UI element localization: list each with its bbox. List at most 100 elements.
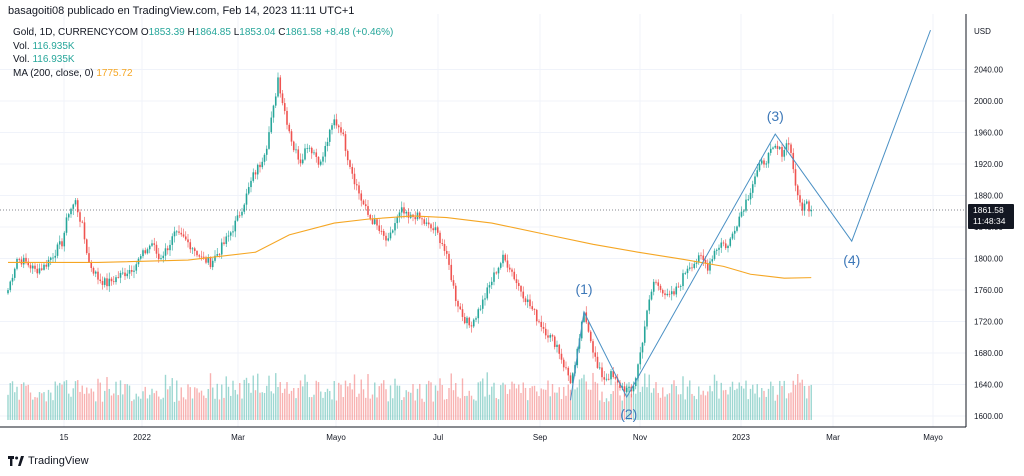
volume-bar	[781, 386, 783, 420]
candle-body	[526, 299, 529, 303]
volume-bar	[565, 395, 567, 420]
candle-body	[94, 271, 97, 274]
volume-bar	[448, 388, 450, 420]
volume-bar	[369, 398, 371, 420]
candle-body	[691, 267, 693, 269]
candle-body	[592, 341, 594, 353]
volume-bar	[11, 381, 14, 420]
candle-body	[481, 299, 484, 309]
candle-body	[268, 132, 270, 149]
candle-body	[11, 277, 14, 282]
candle-body	[299, 159, 302, 164]
candle-body	[765, 163, 768, 165]
volume-bar	[272, 393, 275, 420]
candle-body	[425, 222, 428, 224]
volume-bar	[360, 379, 362, 420]
candle-body	[108, 278, 111, 287]
volume-bar	[443, 399, 446, 420]
candle-body	[475, 318, 477, 320]
candle-body	[677, 286, 680, 288]
candle-body	[632, 386, 635, 392]
volume-bar	[358, 393, 360, 420]
volume-bar	[639, 392, 641, 420]
candle-body	[430, 224, 432, 229]
volume-bar	[266, 385, 268, 420]
volume-bar	[162, 397, 164, 420]
candle-body	[583, 312, 585, 323]
candle-body	[497, 267, 500, 274]
volume-bar	[540, 388, 542, 420]
volume-bar	[106, 377, 108, 420]
volume-bar	[502, 382, 504, 420]
time-tick-label: 15	[60, 433, 69, 442]
volume-bar	[104, 390, 106, 420]
candle-body	[695, 262, 698, 264]
candle-body	[551, 335, 554, 337]
volume-bar	[263, 392, 266, 420]
volume-bar	[475, 400, 477, 420]
volume-bar	[504, 384, 506, 420]
candle-body	[477, 309, 480, 319]
volume-bar	[680, 394, 682, 420]
volume-bar	[340, 384, 342, 420]
volume-bar	[619, 395, 621, 420]
volume-bar	[626, 383, 628, 420]
candle-body	[333, 119, 336, 126]
candle-body	[112, 281, 115, 283]
candle-body	[605, 378, 608, 380]
candle-body	[794, 169, 797, 186]
candle-body	[344, 134, 347, 151]
candle-body	[682, 273, 684, 287]
candle-body	[193, 248, 196, 251]
volume-bar	[378, 386, 380, 420]
candle-body	[697, 255, 700, 263]
time-axis[interactable]: 15 2022 Mar Mayo Jul Sep Nov 2023 Mar Mayo	[60, 433, 944, 442]
volume-bar	[432, 401, 434, 420]
volume-bar	[423, 401, 425, 420]
volume-bar	[371, 394, 374, 420]
candle-body	[452, 280, 455, 286]
price-axis[interactable]: 1600.00 1640.00 1680.00 1720.00 1760.00 1800.…	[974, 66, 1003, 422]
candle-body	[391, 230, 394, 233]
candle-body	[146, 249, 149, 254]
volume-bar	[38, 392, 41, 420]
volume-bar	[92, 391, 95, 420]
candle-body	[313, 152, 315, 154]
volume-bar	[223, 397, 225, 420]
volume-bar	[95, 401, 97, 420]
volume-bar	[783, 380, 785, 420]
candle-body	[560, 353, 563, 360]
time-tick-label: Sep	[533, 433, 548, 442]
volume-bar	[461, 378, 464, 420]
volume-bar	[41, 393, 43, 420]
volume-bar	[536, 391, 538, 420]
legend-ohlc-row: Gold, 1D, CURRENCYCOM O1853.39 H1864.85 …	[13, 26, 393, 40]
legend-symbol: Gold, 1D, CURRENCYCOM	[13, 27, 139, 38]
candle-body	[198, 255, 201, 257]
volume-bar	[425, 384, 428, 420]
volume-bar	[405, 390, 407, 420]
candle-body	[187, 239, 189, 243]
candle-body	[641, 342, 644, 353]
candle-body	[733, 230, 736, 234]
candle-body	[486, 287, 489, 299]
volume-bar	[288, 393, 290, 420]
candle-body	[776, 145, 779, 149]
volume-bar	[646, 387, 648, 420]
volume-bar	[806, 398, 808, 420]
volume-bar	[745, 380, 747, 420]
volume-bar	[209, 373, 212, 420]
candle-body	[155, 244, 158, 254]
volume-bar	[221, 384, 223, 420]
volume-bar	[284, 388, 286, 420]
candle-body	[274, 96, 277, 106]
volume-bar	[203, 395, 205, 420]
candle-body	[659, 285, 662, 290]
volume-bar	[691, 393, 693, 420]
time-tick-label: Jul	[433, 433, 443, 442]
wave-label: (1)	[575, 281, 592, 297]
volume-bar	[761, 388, 763, 420]
candle-body	[22, 257, 25, 265]
volume-bar	[531, 386, 533, 420]
